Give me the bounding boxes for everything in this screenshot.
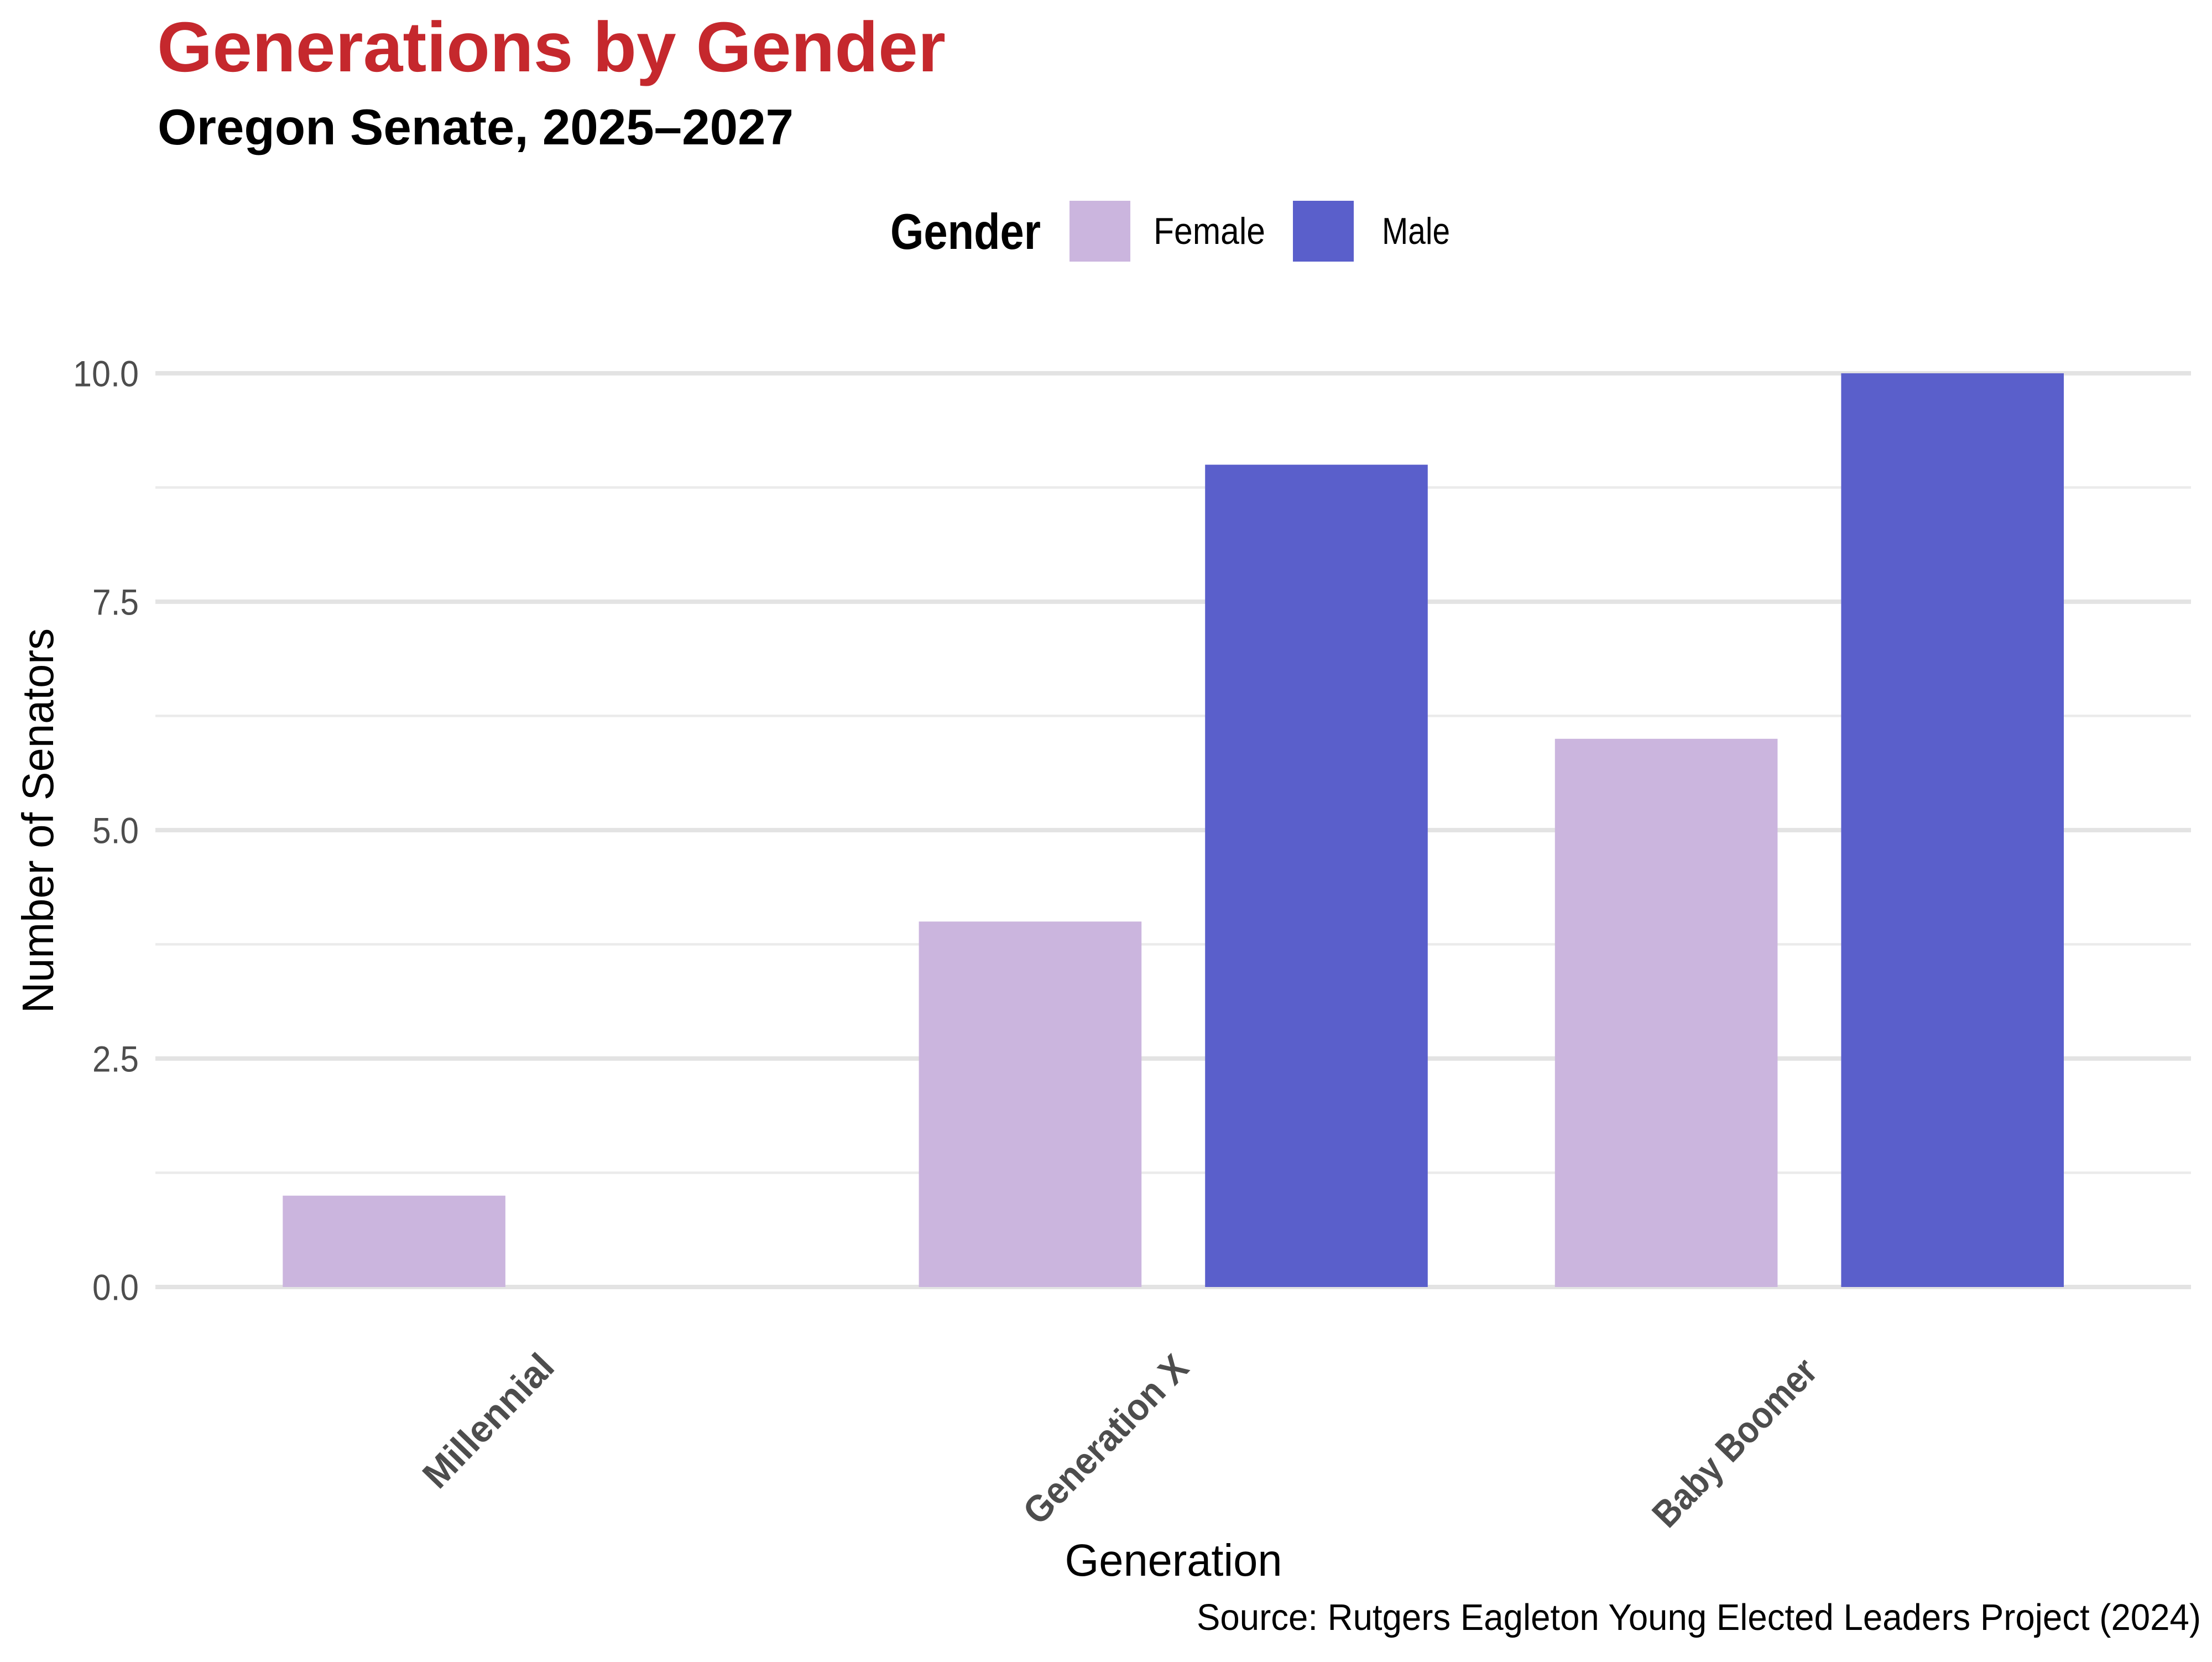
svg-text:Generation: Generation [1065,1535,1282,1586]
svg-text:Oregon Senate, 2025–2027: Oregon Senate, 2025–2027 [158,100,794,155]
svg-text:Generations by Gender: Generations by Gender [157,8,946,87]
svg-text:10.0: 10.0 [73,353,139,394]
svg-text:Male: Male [1382,210,1450,252]
svg-text:Number of Senators: Number of Senators [13,628,62,1013]
svg-text:2.5: 2.5 [92,1038,139,1079]
svg-text:7.5: 7.5 [92,581,139,622]
svg-text:Source: Rutgers Eagleton Young: Source: Rutgers Eagleton Young Elected L… [1197,1597,2201,1638]
svg-text:Female: Female [1154,210,1265,252]
svg-text:5.0: 5.0 [92,810,139,851]
svg-text:0.0: 0.0 [92,1267,139,1308]
svg-text:Gender: Gender [890,204,1041,260]
